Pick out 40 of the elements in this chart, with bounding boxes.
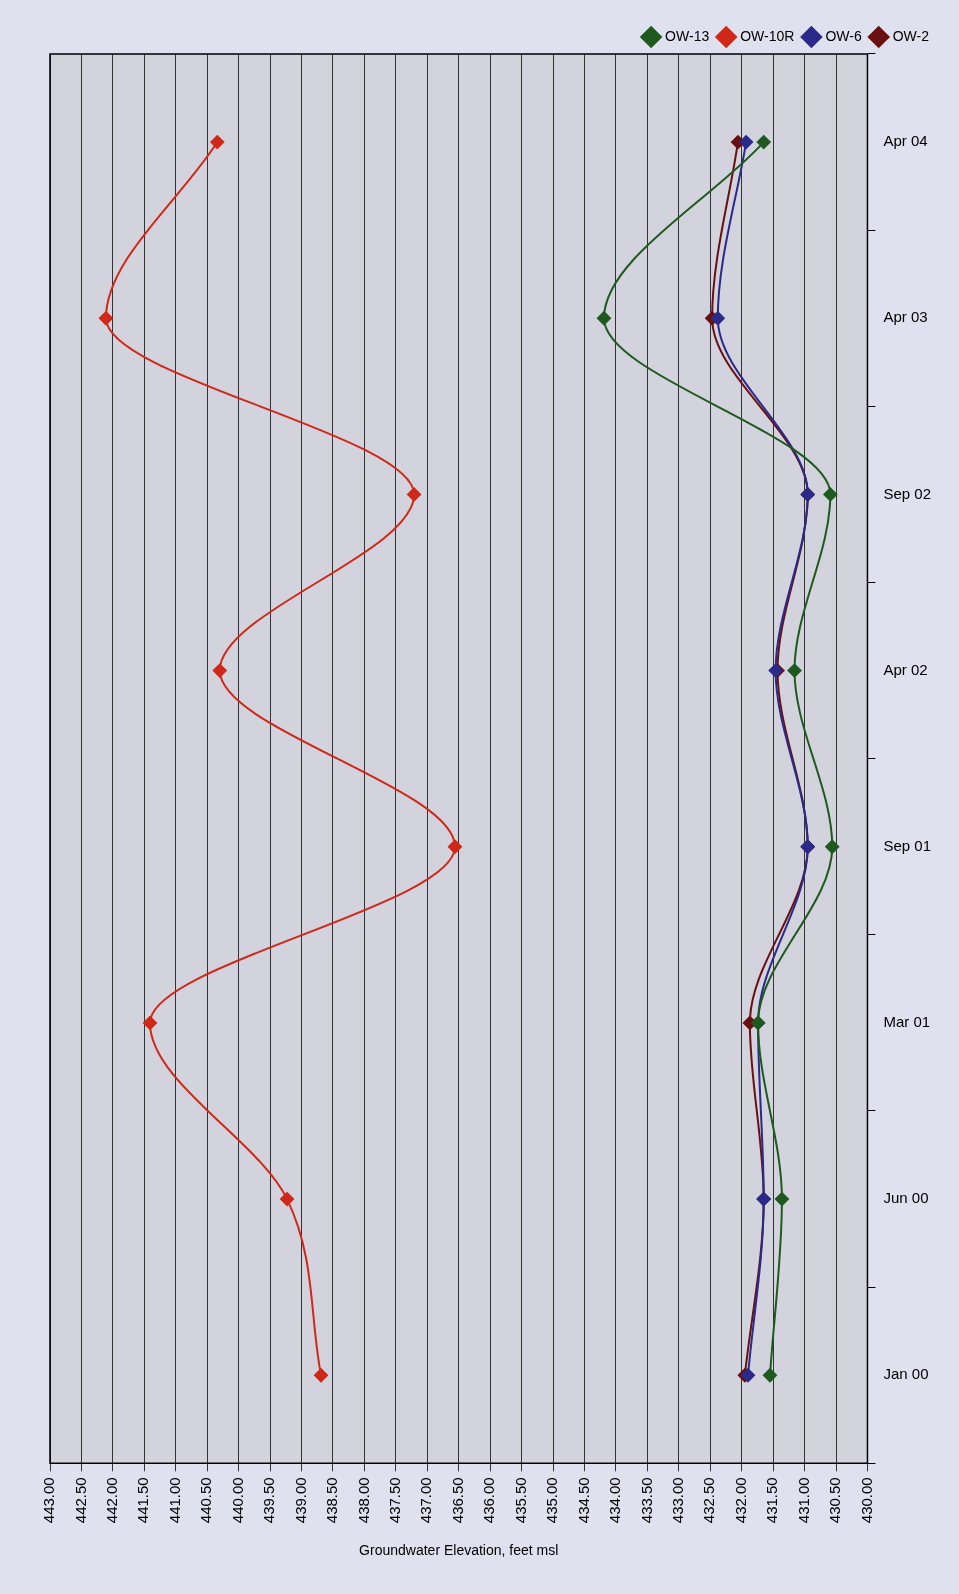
x-tick-label: 436.00 xyxy=(480,1477,498,1524)
y-tick-label: Apr 04 xyxy=(883,132,928,150)
x-tick-label: 430.00 xyxy=(857,1477,875,1524)
x-tick-label: 441.00 xyxy=(165,1477,183,1524)
legend-label: OW-6 xyxy=(825,27,862,44)
y-tick-label: Apr 03 xyxy=(883,308,928,326)
x-axis-title: Groundwater Elevation, feet msl xyxy=(359,1542,559,1559)
x-tick-label: 437.00 xyxy=(417,1477,435,1524)
x-tick-label: 443.00 xyxy=(40,1477,58,1524)
x-tick-label: 437.50 xyxy=(385,1477,403,1524)
y-tick-label: Jan 00 xyxy=(883,1365,929,1383)
x-tick-label: 438.50 xyxy=(323,1477,341,1524)
y-tick-label: Mar 01 xyxy=(883,1013,931,1031)
x-tick-label: 432.00 xyxy=(731,1477,749,1524)
x-tick-label: 440.00 xyxy=(228,1477,246,1524)
x-tick-label: 432.50 xyxy=(700,1477,718,1524)
x-tick-label: 431.00 xyxy=(794,1477,812,1524)
y-tick-label: Sep 01 xyxy=(883,836,932,854)
x-tick-label: 438.00 xyxy=(354,1477,372,1524)
x-tick-label: 436.50 xyxy=(448,1477,466,1524)
x-tick-label: 433.00 xyxy=(668,1477,686,1524)
x-tick-label: 433.50 xyxy=(637,1477,655,1524)
x-tick-label: 434.00 xyxy=(606,1477,624,1524)
y-tick-label: Apr 02 xyxy=(883,660,928,678)
x-tick-label: 435.50 xyxy=(511,1477,529,1524)
x-tick-label: 441.50 xyxy=(134,1477,152,1524)
x-tick-label: 439.50 xyxy=(260,1477,278,1524)
legend-label: OW-2 xyxy=(892,27,930,44)
legend-label: OW-13 xyxy=(665,27,710,44)
x-tick-label: 440.50 xyxy=(197,1477,215,1524)
y-tick-label: Jun 00 xyxy=(883,1189,929,1207)
x-tick-label: 430.50 xyxy=(826,1477,844,1524)
x-tick-label: 434.50 xyxy=(574,1477,592,1524)
x-tick-label: 442.50 xyxy=(71,1477,89,1524)
x-tick-label: 431.50 xyxy=(763,1477,781,1524)
x-tick-label: 435.00 xyxy=(543,1477,561,1524)
x-tick-label: 442.00 xyxy=(103,1477,121,1524)
legend-label: OW-10R xyxy=(740,27,795,44)
y-tick-label: Sep 02 xyxy=(883,484,932,502)
x-tick-label: 439.00 xyxy=(291,1477,309,1524)
